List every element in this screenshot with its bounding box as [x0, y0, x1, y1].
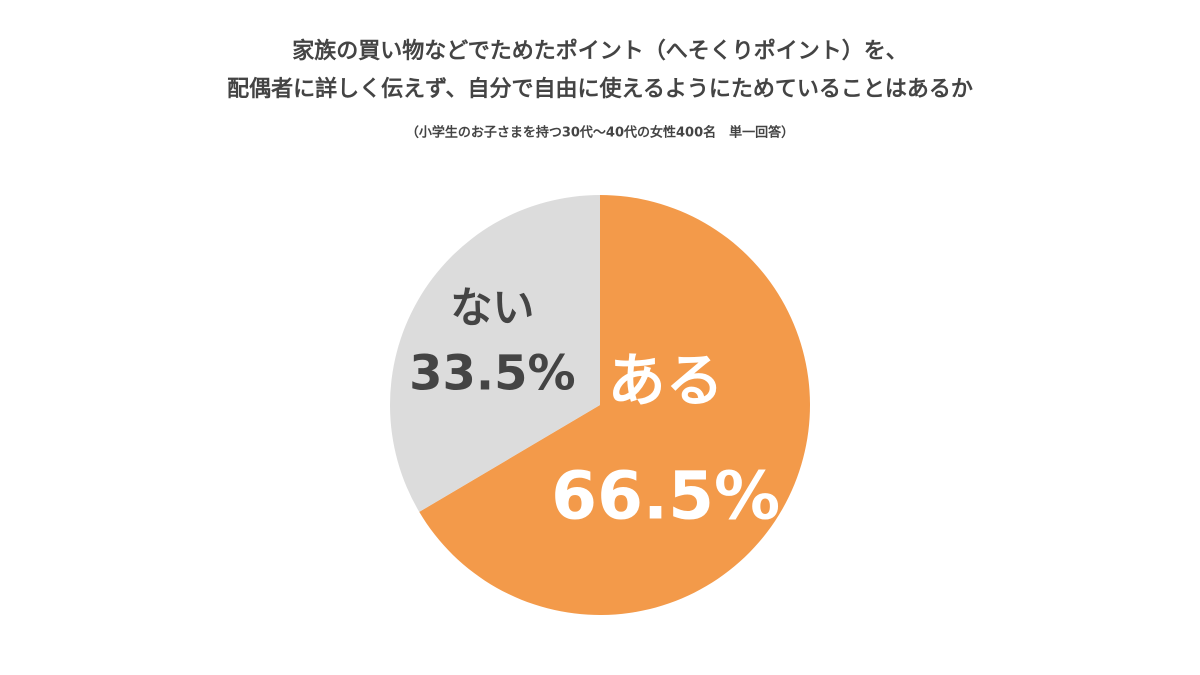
chart-title: 配偶者に詳しく伝えず、自分で自由に使えるようにためていることはあるか: [227, 76, 973, 102]
slice-label: ある: [608, 347, 724, 415]
slice-label: ない: [450, 283, 534, 332]
pie-slice: [419, 195, 811, 615]
chart-title: 家族の買い物などでためたポイント（へそくりポイント）を、: [292, 38, 908, 64]
chart-subtitle: （小学生のお子さまを持つ30代〜40代の女性400名 単一回答）: [406, 125, 794, 141]
pie-slice: [390, 195, 600, 512]
value-label: 66.5%: [551, 458, 780, 535]
value-label: 33.5%: [409, 346, 576, 402]
